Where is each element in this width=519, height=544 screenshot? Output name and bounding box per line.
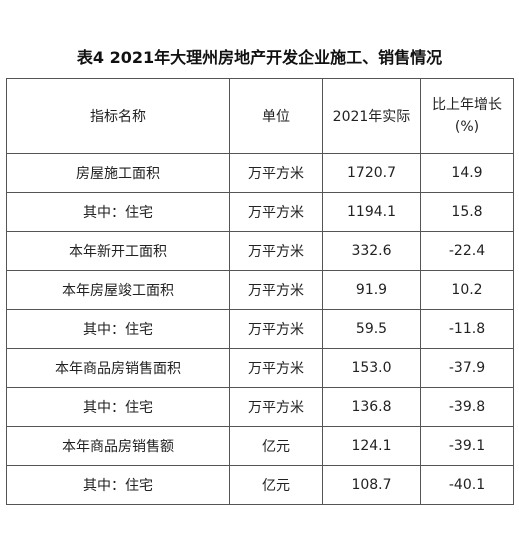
indicator-name-cell: 本年房屋竣工面积 [6, 270, 230, 310]
actual-value-cell: 136.8 [322, 387, 421, 427]
actual-value-cell: 59.5 [322, 309, 421, 349]
growth-value-cell: -22.4 [420, 231, 514, 271]
growth-value-cell: 14.9 [420, 153, 514, 193]
indicator-name-cell: 本年商品房销售额 [6, 426, 230, 466]
table-title: 表4 2021年大理州房地产开发企业施工、销售情况 [76, 48, 443, 67]
table-row: 本年房屋竣工面积 万平方米 91.9 10.2 [6, 270, 514, 310]
header-indicator-name: 指标名称 [6, 78, 230, 154]
indicator-name-cell: 其中：住宅 [6, 387, 230, 427]
unit-cell: 万平方米 [229, 387, 323, 427]
table-row: 其中：住宅 万平方米 59.5 -11.8 [6, 309, 514, 349]
actual-value-cell: 332.6 [322, 231, 421, 271]
unit-cell: 万平方米 [229, 270, 323, 310]
actual-value-cell: 1720.7 [322, 153, 421, 193]
table-row: 其中：住宅 万平方米 136.8 -39.8 [6, 387, 514, 427]
actual-value-cell: 1194.1 [322, 192, 421, 232]
table-row: 其中：住宅 亿元 108.7 -40.1 [6, 465, 514, 505]
growth-value-cell: -39.1 [420, 426, 514, 466]
unit-cell: 亿元 [229, 426, 323, 466]
unit-cell: 万平方米 [229, 348, 323, 388]
growth-value-cell: -40.1 [420, 465, 514, 505]
growth-value-cell: -11.8 [420, 309, 514, 349]
header-growth-unit: (%) [454, 119, 480, 135]
growth-value-cell: 10.2 [420, 270, 514, 310]
indicator-name-cell: 其中：住宅 [6, 465, 230, 505]
actual-value-cell: 124.1 [322, 426, 421, 466]
table-row: 其中：住宅 万平方米 1194.1 15.8 [6, 192, 514, 232]
indicator-name-cell: 其中：住宅 [6, 309, 230, 349]
indicator-name-cell: 本年商品房销售面积 [6, 348, 230, 388]
header-unit: 单位 [229, 78, 323, 154]
table-row: 本年商品房销售面积 万平方米 153.0 -37.9 [6, 348, 514, 388]
table-header-row: 指标名称 单位 2021年实际 比上年增长 (%) [6, 78, 514, 154]
table-row: 房屋施工面积 万平方米 1720.7 14.9 [6, 153, 514, 193]
table-row: 本年商品房销售额 亿元 124.1 -39.1 [6, 426, 514, 466]
growth-value-cell: -39.8 [420, 387, 514, 427]
indicator-name-cell: 本年新开工面积 [6, 231, 230, 271]
table-row: 本年新开工面积 万平方米 332.6 -22.4 [6, 231, 514, 271]
unit-cell: 万平方米 [229, 192, 323, 232]
actual-value-cell: 91.9 [322, 270, 421, 310]
actual-value-cell: 108.7 [322, 465, 421, 505]
unit-cell: 万平方米 [229, 309, 323, 349]
unit-cell: 万平方米 [229, 231, 323, 271]
growth-value-cell: -37.9 [420, 348, 514, 388]
unit-cell: 亿元 [229, 465, 323, 505]
statistics-table: 指标名称 单位 2021年实际 比上年增长 (%) 房屋施工面积 万平方米 17… [6, 78, 514, 505]
indicator-name-cell: 房屋施工面积 [6, 153, 230, 193]
indicator-name-cell: 其中：住宅 [6, 192, 230, 232]
header-growth-rate: 比上年增长 (%) [420, 78, 514, 154]
unit-cell: 万平方米 [229, 153, 323, 193]
header-growth-label: 比上年增长 [432, 97, 502, 113]
header-actual-2021: 2021年实际 [322, 78, 421, 154]
growth-value-cell: 15.8 [420, 192, 514, 232]
actual-value-cell: 153.0 [322, 348, 421, 388]
